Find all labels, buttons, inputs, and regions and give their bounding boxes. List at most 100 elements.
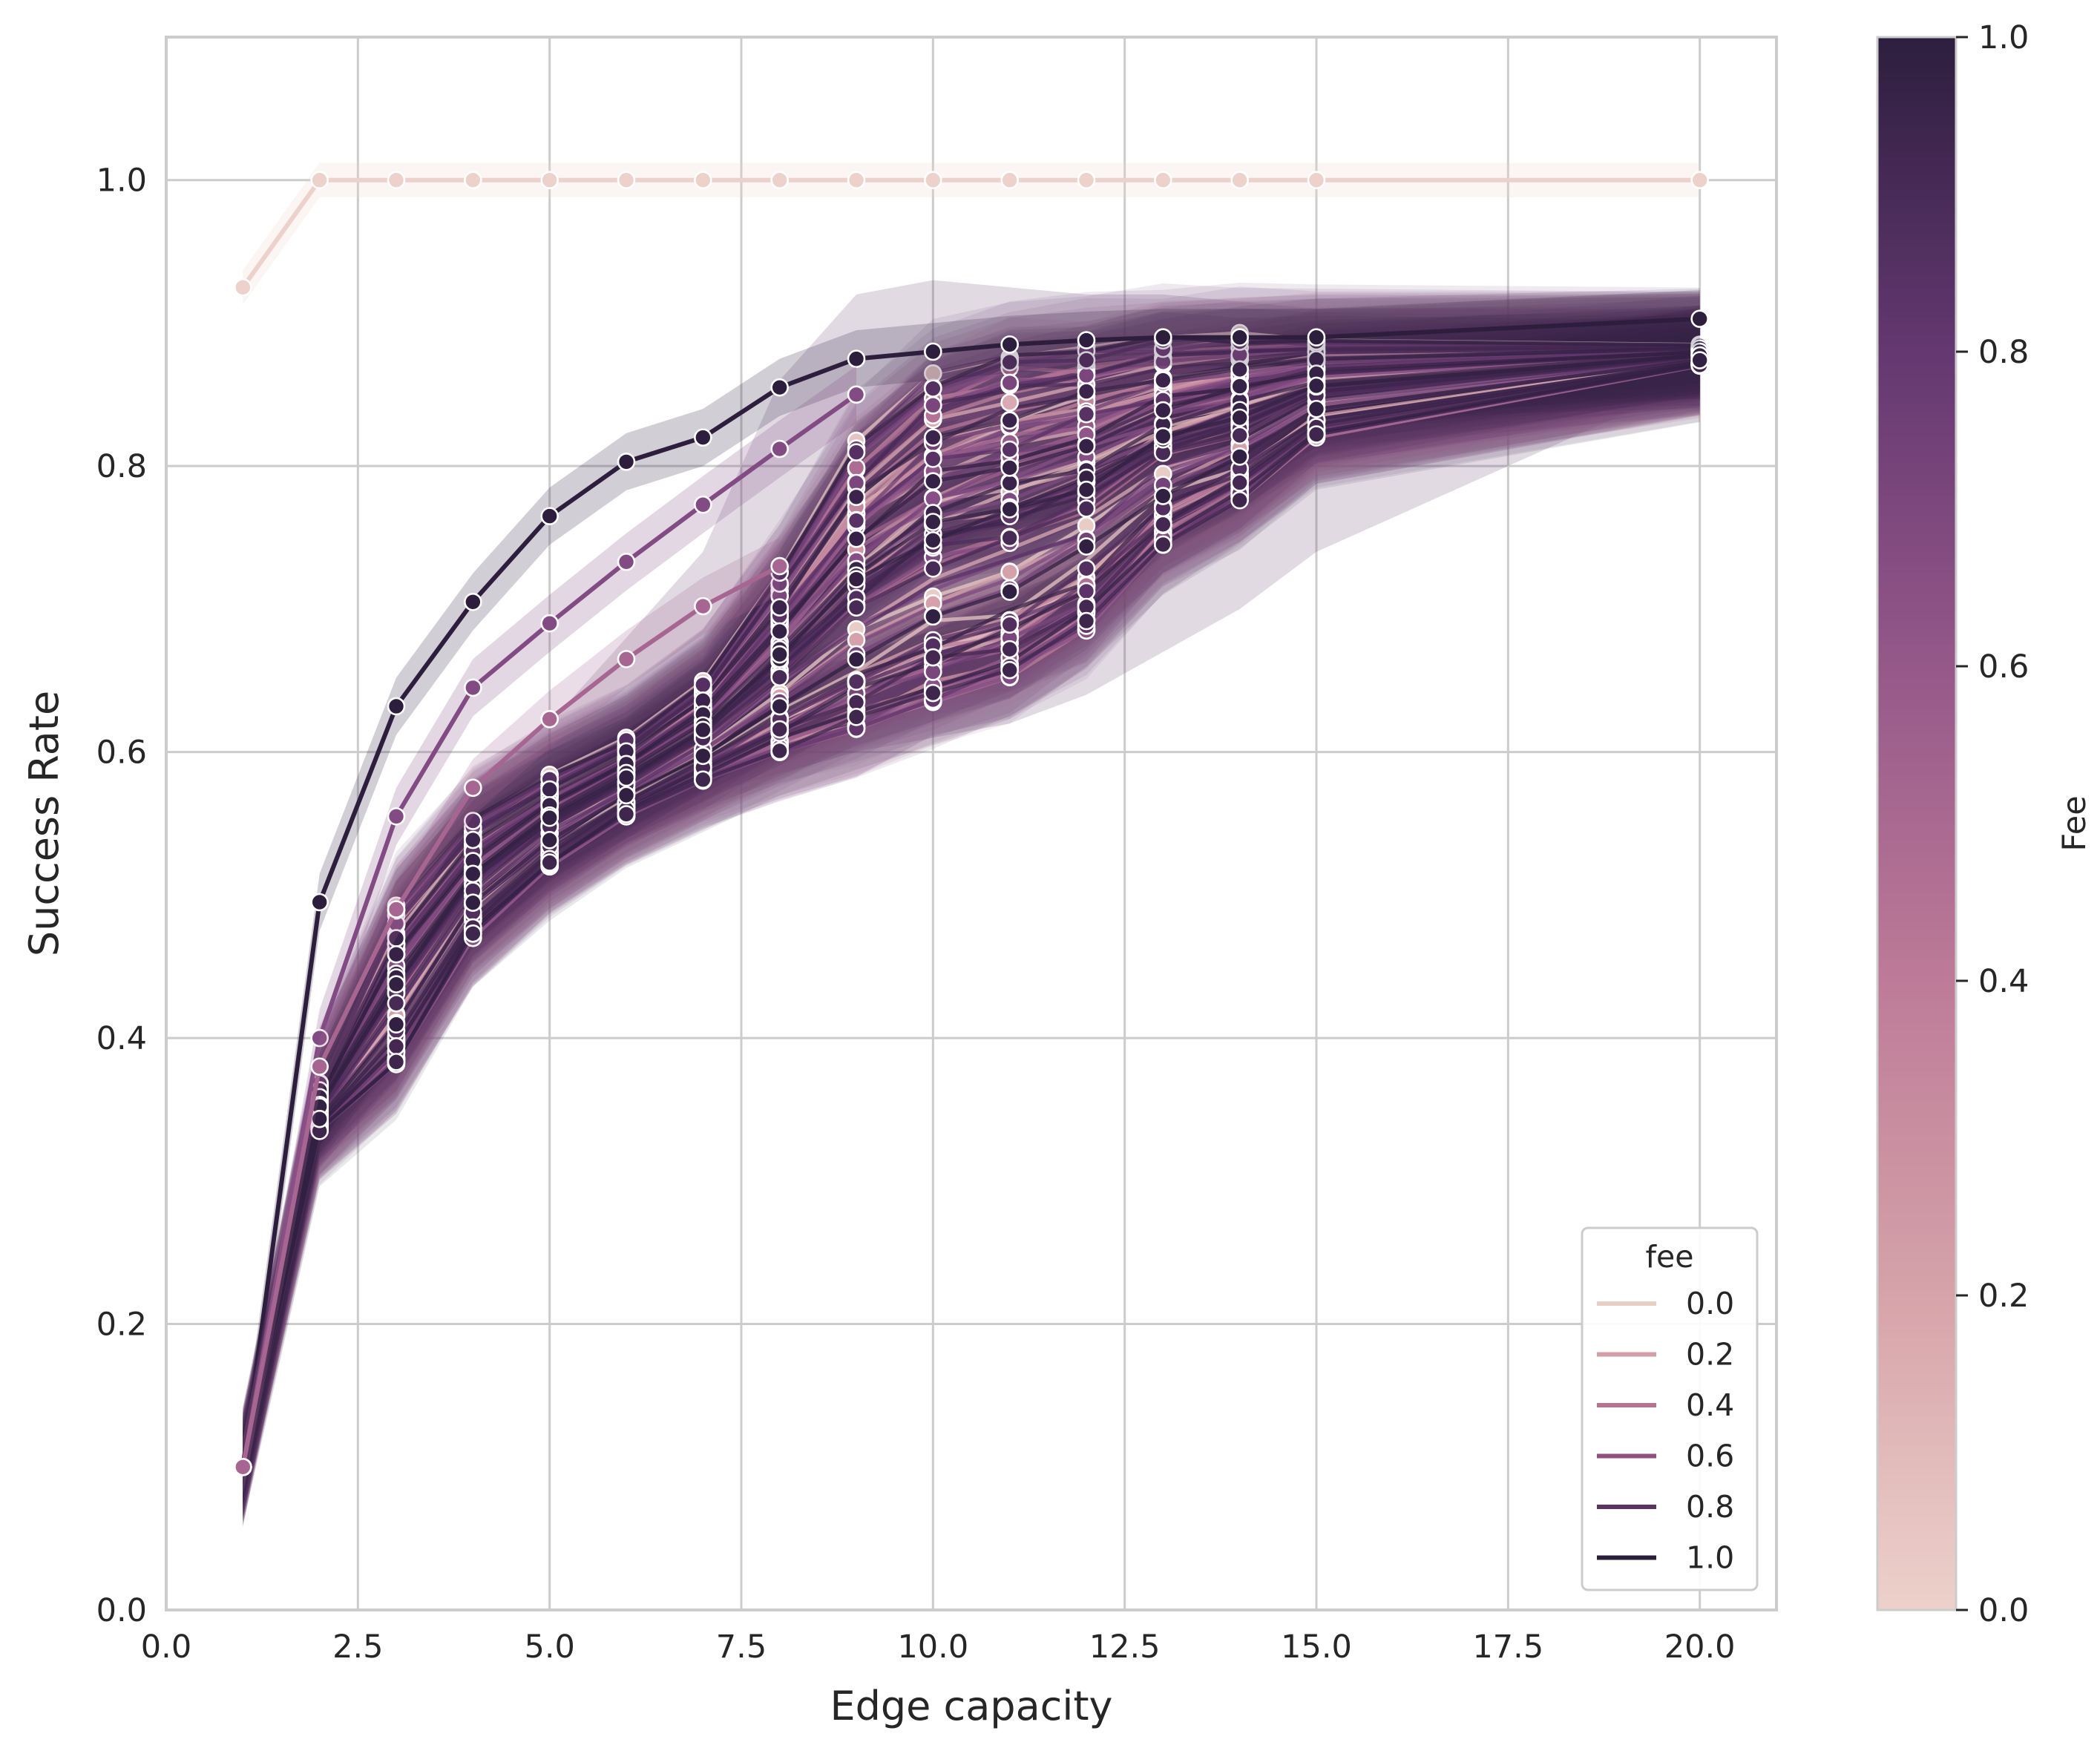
bundle-marker [1077,559,1096,578]
bundle-marker [1154,515,1172,534]
bundle-marker [694,770,712,789]
y-tick-label: 1.0 [96,162,147,200]
bundle-marker [924,607,942,626]
y-tick-label: 0.0 [96,1592,147,1629]
bundle-band [243,316,1700,1516]
bundle-series-line [240,345,1700,1468]
bundle-marker [847,650,866,669]
bundle-band [243,335,1700,1488]
bundle-marker [1154,487,1172,505]
bundle-marker [847,570,866,588]
bundle-marker [1230,426,1249,445]
bundle-band [243,309,1700,1522]
bundle-marker [694,720,712,740]
colorbar-tick-label: 0.0 [1978,1592,2029,1629]
bundle-band [243,292,1700,1527]
bundle-marker [924,559,942,578]
bundle-band [243,305,1700,1525]
legend-title: fee [1646,1239,1694,1275]
bundle-marker [1230,377,1249,395]
highlight-marker [694,171,712,190]
bundle-band [243,316,1700,1515]
highlight-marker [617,650,636,668]
bundle-marker [617,786,636,805]
bundle-marker [1000,440,1019,459]
y-axis-title: Success Rate [21,691,68,956]
y-tick-label: 0.4 [96,1020,147,1057]
bundle-marker [924,379,942,398]
highlight-marker [310,1028,329,1048]
bundle-marker [847,529,866,548]
bundle-band [243,315,1700,1516]
highlight-marker [387,900,406,918]
legend-entry-label: 0.8 [1686,1489,1734,1525]
bundle-series-line [240,353,1700,1468]
highlight-marker [1690,171,1709,190]
highlight-marker [234,277,252,297]
bundle-band [243,310,1700,1520]
highlight-marker [387,807,406,826]
legend: fee 0.0 0.2 0.4 0.6 0.8 1.0 [1581,1226,1759,1591]
bundle-marker [770,741,789,760]
x-tick-label: 15.0 [1281,1629,1352,1666]
bundle-band [243,323,1700,1501]
bundle-marker [1230,473,1249,492]
bundle-marker [1000,528,1019,548]
bundle-marker [1000,615,1019,634]
bundle-marker [847,708,866,726]
bundle-series-line [240,346,1700,1468]
bundle-band [243,309,1700,1520]
highlight-marker [1230,171,1249,190]
colorbar-label: Fee [2056,795,2093,851]
bundle-marker [464,812,482,830]
highlight-marker [310,1057,329,1076]
bundle-band [243,316,1700,1516]
bundle-marker [847,511,866,530]
bundle-marker [924,472,942,491]
bundle-marker [1307,399,1326,418]
bundle-series-line [240,356,1700,1468]
bundle-marker [540,853,559,872]
colorbar-tick-label: 0.8 [1978,334,2029,371]
bundle-marker [1154,371,1172,390]
highlight-marker [617,453,636,471]
bundle-marker [1077,582,1096,601]
bundle-marker [464,864,482,884]
highlight-marker [464,171,482,190]
highlight-marker [1000,335,1019,354]
bundle-marker [617,805,636,824]
plot-frame [165,36,1778,1611]
bundle-marker [1000,411,1019,430]
bundle-marker [1154,401,1172,420]
bundle-band [243,308,1700,1519]
bundle-marker [1690,351,1709,369]
bundle-band [243,318,1700,1508]
bundle-band [243,307,1700,1525]
x-tick-label: 20.0 [1664,1629,1736,1666]
bundle-band [243,338,1700,1488]
bundle-marker [1307,376,1326,395]
plot-marks [234,162,1709,1528]
bundle-marker [1077,437,1096,456]
bundle-marker [847,598,866,617]
bundle-band [243,315,1700,1517]
bundle-marker [1000,473,1019,493]
legend-entry-label: 0.2 [1686,1337,1734,1373]
bundle-series-line [240,360,1701,1468]
highlight-band [243,366,856,1496]
highlight-marker [1077,171,1096,190]
x-tick-label: 2.5 [332,1629,383,1666]
bundle-marker [1000,373,1019,392]
bundle-marker [540,831,559,850]
highlight-marker [464,778,482,798]
bundle-marker [1230,490,1249,510]
bundle-marker [770,598,789,617]
legend-box [1581,1226,1759,1591]
bundle-marker [1000,459,1019,477]
legend-entry-label: 0.6 [1686,1439,1734,1474]
highlight-marker [234,1457,252,1476]
bundle-marker [1077,499,1096,518]
bundle-marker [540,780,559,799]
bundle-series-line [240,350,1700,1468]
highlight-marker [694,428,712,447]
